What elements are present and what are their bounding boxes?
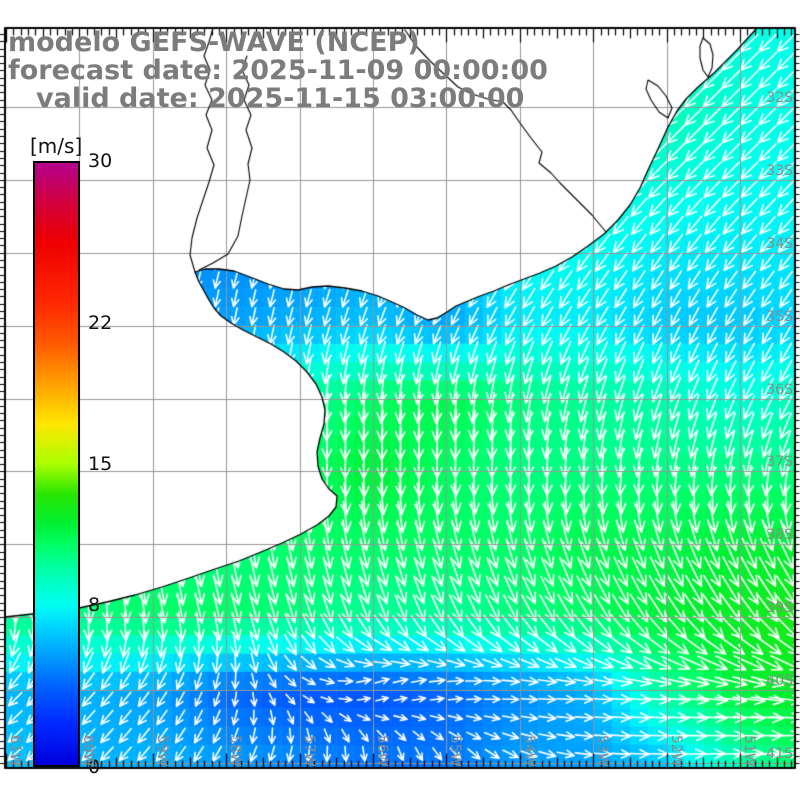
colorbar-units-label: [m/s]	[30, 134, 83, 158]
lon-axis-label: 53W	[594, 735, 611, 767]
lat-axis-label: 39S	[766, 600, 793, 617]
lon-axis-label: 51W	[741, 735, 757, 767]
lat-axis-label: 34S	[766, 235, 793, 252]
lon-axis-label: 57W	[300, 735, 317, 767]
lat-axis-label: 32S	[766, 89, 793, 106]
lat-axis-label: 36S	[766, 381, 793, 398]
lat-axis-label: 35S	[766, 308, 793, 325]
lon-axis-label: 59W	[153, 735, 170, 767]
lon-axis-label: 52W	[667, 735, 684, 767]
lon-axis-label: 60W	[80, 735, 97, 767]
colorbar-tick-label: 30	[88, 150, 113, 172]
lat-axis-label: 41S	[766, 746, 793, 762]
colorbar-tick-label: 8	[88, 594, 101, 617]
colorbar-tick-label: 0	[88, 756, 101, 778]
lon-axis-label: 61W	[7, 735, 23, 767]
lon-axis-label: 56W	[374, 735, 390, 767]
colorbar-tick-label: 15	[88, 453, 113, 475]
lon-axis-label: 58W	[227, 735, 244, 767]
lat-axis-label: 40S	[766, 673, 793, 690]
colorbar-tick-label: 22	[88, 311, 113, 334]
colorbar	[33, 161, 80, 767]
lat-axis-label: 38S	[766, 527, 793, 544]
lat-axis-label: 33S	[766, 162, 793, 179]
lon-axis-label: 54W	[520, 735, 537, 767]
lon-axis-label: 55W	[447, 735, 464, 767]
lat-axis-label: 37S	[766, 454, 793, 471]
